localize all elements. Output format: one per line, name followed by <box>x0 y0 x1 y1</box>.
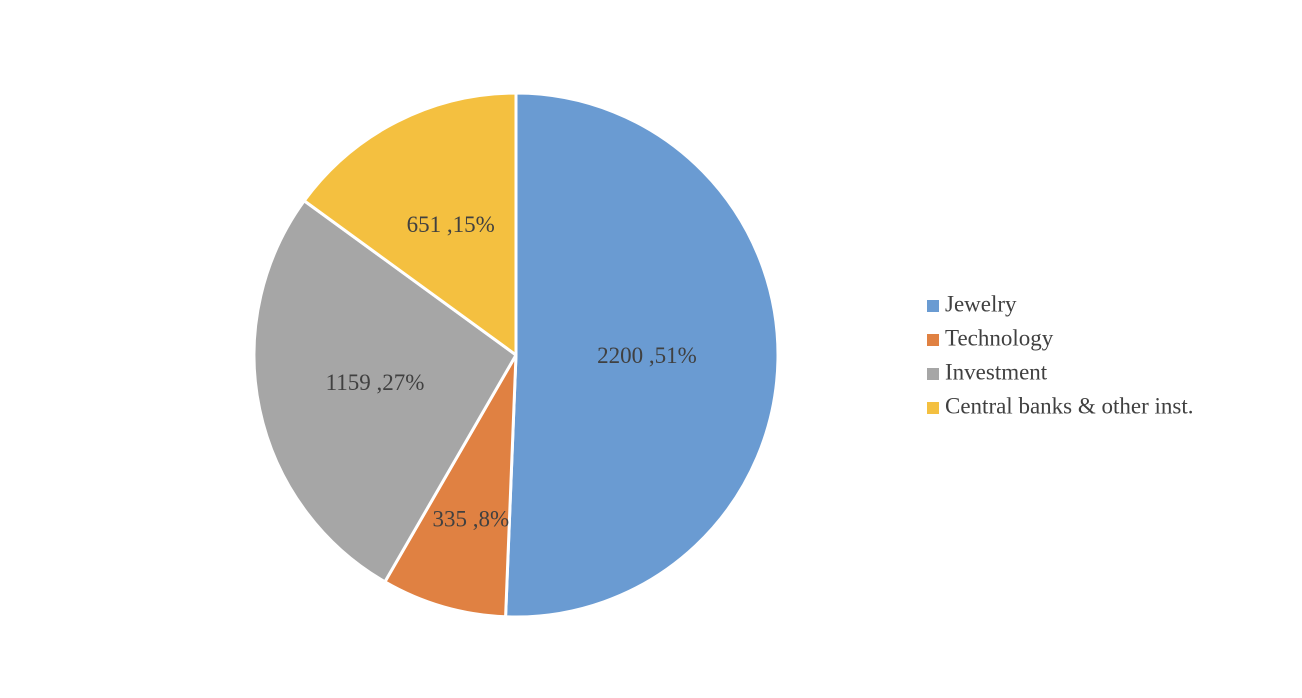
data-label-2: 1159 ,27% <box>326 370 425 395</box>
pie-slice-central-banks-other-inst <box>302 91 518 357</box>
pie-slice-investment <box>252 199 518 584</box>
legend: Jewelry Technology Investment Central banks… <box>927 291 1194 418</box>
legend-label-2: Investment <box>945 359 1048 384</box>
legend-label-1: Technology <box>945 325 1054 350</box>
legend-swatch-2 <box>927 368 939 380</box>
data-label-1: 335 ,8% <box>432 506 509 531</box>
pie-slices <box>252 91 780 619</box>
data-label-3: 651 ,15% <box>407 212 495 237</box>
pie-slice-jewelry <box>504 91 780 619</box>
legend-swatch-1 <box>927 334 939 346</box>
pie-data-labels: 2200 ,51% 335 ,8% 1159 ,27% 651 ,15% <box>326 212 697 531</box>
legend-label-3: Central banks & other inst. <box>945 393 1194 418</box>
legend-swatch-0 <box>927 300 939 312</box>
legend-label-0: Jewelry <box>945 291 1017 316</box>
data-label-0: 2200 ,51% <box>597 343 697 368</box>
pie-slice-technology <box>383 353 518 619</box>
legend-swatch-3 <box>927 402 939 414</box>
